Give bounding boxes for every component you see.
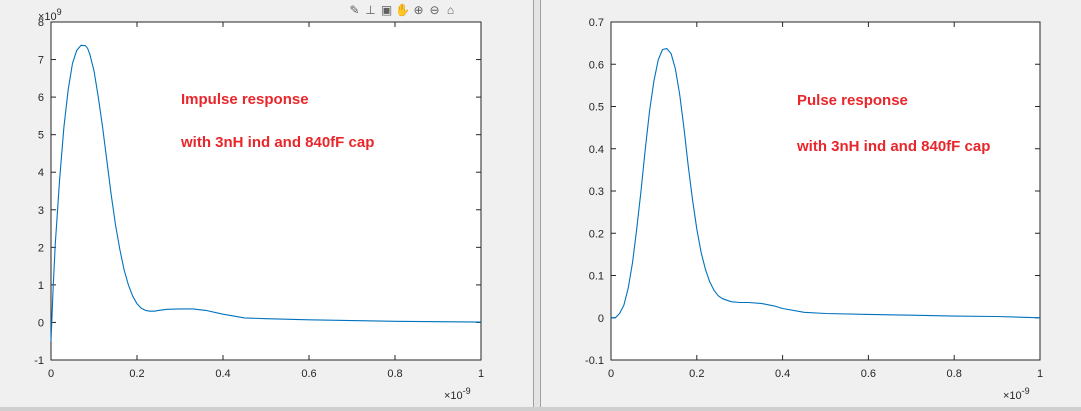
y-tick-label: 2 xyxy=(38,242,44,254)
y-tick-label: 0.4 xyxy=(589,144,604,156)
pan-hand-icon[interactable]: ✋ xyxy=(395,3,410,17)
y-tick-label: 4 xyxy=(38,167,44,179)
y-tick-label: 0.7 xyxy=(589,17,604,29)
x-tick-label: 0 xyxy=(608,368,614,380)
plot-area[interactable] xyxy=(50,21,482,361)
plot-area[interactable] xyxy=(610,21,1041,361)
series-line[interactable] xyxy=(611,48,1041,319)
y-tick-label: 6 xyxy=(38,92,44,104)
series-line[interactable] xyxy=(50,44,482,342)
zoom-axes-icon[interactable]: ▣ xyxy=(380,3,393,17)
home-icon[interactable]: ⌂ xyxy=(446,3,455,17)
y-tick-label: 3 xyxy=(38,205,44,217)
x-tick-label: 0.8 xyxy=(387,368,402,380)
datatip-icon[interactable]: ⊥ xyxy=(365,3,376,17)
y-tick-label: 0.1 xyxy=(589,271,604,283)
y-tick-label: 0.3 xyxy=(589,186,604,198)
y-tick-label: 1 xyxy=(38,280,44,292)
y-tick-label: 8 xyxy=(38,17,44,29)
x-exponent-label: ×10-9 xyxy=(444,386,471,402)
zoom-out-icon[interactable]: ⊖ xyxy=(429,3,440,17)
annotation-text: Pulse response xyxy=(797,92,908,109)
y-tick-label: 0 xyxy=(38,317,44,329)
x-tick-label: 0.2 xyxy=(689,368,704,380)
axes-toolbar: ✎ ⊥ ▣ ✋ ⊕ ⊖ ⌂ xyxy=(347,2,458,20)
x-tick-label: 0.2 xyxy=(129,368,144,380)
right-figure-panel: 0 0.2 0.4 0.6 0.8 1 -0.1 0 0.1 0.2 0.3 0.4 0.5 0.6 0.7… xyxy=(541,0,1081,411)
y-tick-label: -1 xyxy=(34,355,44,367)
brush-icon[interactable]: ✎ xyxy=(349,3,360,17)
x-exponent-label: ×10-9 xyxy=(1003,386,1030,402)
panel-divider[interactable] xyxy=(533,0,541,411)
y-tick-label: 5 xyxy=(38,130,44,142)
y-tick-label: 7 xyxy=(38,55,44,67)
x-tick-label: 0.6 xyxy=(301,368,316,380)
y-tick-label: 0 xyxy=(598,313,604,325)
annotation-text: with 3nH ind and 840fF cap xyxy=(180,134,374,151)
y-tick-label: 0.6 xyxy=(589,59,604,71)
y-tick-label: -0.1 xyxy=(585,355,604,367)
x-exponent-power: -9 xyxy=(463,386,471,396)
zoom-in-icon[interactable]: ⊕ xyxy=(413,3,424,17)
window-bottom-edge xyxy=(0,407,1081,411)
left-chart: 0 0.2 0.4 0.6 0.8 1 -1 0 1 2 3 4 5 6 7 8×109 ×10-9 Impuls… xyxy=(34,7,484,402)
left-figure-panel: 0 0.2 0.4 0.6 0.8 1 -1 0 1 2 3 4 5 6 7 8 ×109 ×10-9 Impuls… xyxy=(0,0,533,411)
x-tick-label: 1 xyxy=(1037,368,1043,380)
y-tick-label: 0.5 xyxy=(589,102,604,114)
y-tick-label: 0.2 xyxy=(589,228,604,240)
x-exponent-power: -9 xyxy=(1022,386,1030,396)
annotation-text: with 3nH ind and 840fF cap xyxy=(796,138,990,155)
x-tick-label: 0.4 xyxy=(775,368,790,380)
x-tick-label: 0.8 xyxy=(947,368,962,380)
x-tick-label: 1 xyxy=(478,368,484,380)
right-chart: 0 0.2 0.4 0.6 0.8 1 -0.1 0 0.1 0.2 0.3 0.4 0.5 0.6 0.7… xyxy=(585,17,1043,402)
x-tick-label: 0.6 xyxy=(861,368,876,380)
y-exponent-power: 9 xyxy=(57,7,62,17)
annotation-text: Impulse response xyxy=(181,91,309,108)
x-tick-label: 0.4 xyxy=(215,368,230,380)
y-exponent-label: ×109 xyxy=(38,7,62,23)
x-tick-label: 0 xyxy=(48,368,54,380)
